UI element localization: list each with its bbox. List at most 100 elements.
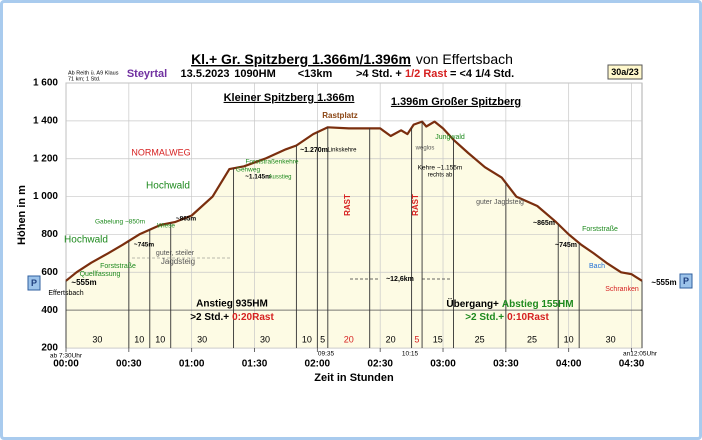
annotation: ~555m [651, 278, 676, 287]
annotation: Wiese [157, 223, 175, 230]
annotation: an12:05Uhr [623, 351, 658, 358]
segment-label: 20 [386, 334, 396, 344]
segment-label: 10 [564, 334, 574, 344]
annotation: guter, steiler [156, 250, 195, 257]
annotation-part: 0:10Rast [507, 312, 549, 323]
annotation: ~865m [176, 216, 197, 223]
annotation: Linkskehre [327, 148, 357, 154]
x-tick-label: 03:30 [493, 359, 519, 370]
parking-box [27, 275, 41, 291]
annotation: Jungwald [435, 134, 465, 141]
subtitle-part: = <4 1/4 Std. [450, 68, 514, 80]
annotation: Hochwald [64, 235, 108, 246]
annotation: >2 Std.+ 0:20Rast [190, 312, 274, 323]
annotation: RAST [343, 194, 352, 216]
annotation: Jagdsteig [161, 257, 195, 266]
x-tick-label: 02:30 [367, 359, 393, 370]
segment-label: 10 [155, 334, 165, 344]
parking-label: P [31, 278, 37, 288]
annotation: Effertsbach [48, 290, 83, 297]
annotation: Ab Reith ü. A9 Klaus [68, 70, 119, 76]
subtitle-part: 13.5.2023 [181, 68, 230, 80]
annotation: ~745m [555, 242, 577, 249]
annotation: 10:15 [402, 351, 419, 358]
parking-label: P [683, 276, 689, 286]
segment-label: 10 [302, 334, 312, 344]
annotation-part: Übergang+ [446, 297, 499, 310]
annotation: Anstieg 935HM [196, 299, 268, 310]
chart-title: Kl.+ Gr. Spitzberg 1.366m/1.396m [191, 51, 411, 67]
annotation: ~555m [71, 278, 96, 287]
y-tick-label: 800 [41, 229, 58, 240]
annotation: ~865m [533, 220, 555, 227]
annotation: 71 km; 1 Std. [68, 76, 101, 82]
annotation: ab 7:30Uhr [50, 353, 83, 360]
y-axis-label: Höhen in m [16, 185, 28, 245]
profile-line [65, 120, 643, 282]
annotation: Forststraßenkehre [245, 159, 298, 166]
subtitle-part: >4 Std. + [356, 68, 402, 80]
x-tick-label: 00:00 [53, 359, 79, 370]
annotation: Gehweg [236, 167, 261, 174]
subtitle-part: Steyrtal [127, 68, 167, 80]
annotation: ~12,6km [386, 276, 414, 283]
x-tick-label: 02:00 [305, 359, 331, 370]
annotation: weglos [415, 146, 435, 152]
x-tick-label: 03:00 [430, 359, 456, 370]
annotation-part: 0:20Rast [232, 312, 274, 323]
y-tick-label: 600 [41, 267, 58, 278]
x-tick-label: 04:30 [619, 359, 645, 370]
y-tick-label: 400 [41, 305, 58, 316]
x-tick-label: 00:30 [116, 359, 142, 370]
segment-label: 5 [320, 334, 325, 344]
annotation: Übergang+ Abstieg 155HM [446, 297, 573, 310]
annotation: NORMALWEG [131, 147, 190, 157]
annotation: Schranken [605, 286, 639, 293]
annotation: Kehre ~1.155m [418, 165, 463, 172]
annotation: Hochwald [146, 181, 190, 192]
segment-label: 30 [92, 334, 102, 344]
segment-label: 10 [134, 334, 144, 344]
parking-box [679, 273, 693, 289]
y-tick-label: 1 200 [33, 153, 58, 164]
annotation: ~745m [134, 242, 155, 249]
x-tick-label: 01:00 [179, 359, 205, 370]
annotation-part: >2 Std.+ [465, 312, 504, 323]
profile-area [66, 121, 642, 348]
annotation-part: Abstieg 155HM [502, 299, 574, 310]
chart: Kl.+ Gr. Spitzberg 1.366m/1.396m von Effe… [16, 51, 693, 384]
annotation: guter Jagdsteig [476, 199, 524, 206]
y-tick-label: 1 000 [33, 191, 58, 202]
annotation: ~1.270m [300, 147, 328, 154]
annotation: Rastplatz [322, 111, 358, 120]
subtitle-part: 1090HM [234, 68, 276, 80]
y-tick-label: 1 600 [33, 78, 58, 89]
segment-label: 15 [433, 334, 443, 344]
annotation: RAST [411, 194, 420, 216]
annotation: Ausstieg [268, 175, 291, 181]
subtitle-part: <13km [298, 68, 333, 80]
segment-label: 30 [606, 334, 616, 344]
annotation-part: >2 Std.+ [190, 312, 229, 323]
segment-label: 30 [260, 334, 270, 344]
segment-label: 5 [414, 334, 419, 344]
annotation: ~1.145m [245, 174, 271, 181]
badge-box [607, 64, 643, 80]
segment-label: 25 [527, 334, 537, 344]
y-tick-label: 200 [41, 343, 58, 354]
segment-label: 20 [344, 334, 354, 344]
badge: 30a/23 [611, 67, 639, 77]
segment-label: 25 [475, 334, 485, 344]
chart-title-line: Kl.+ Gr. Spitzberg 1.366m/1.396m von Effe… [191, 51, 513, 67]
y-tick-label: 1 400 [33, 115, 58, 126]
annotation: Gabelung ~850m [95, 219, 145, 226]
annotation: Bach [589, 263, 605, 270]
x-axis-label: Zeit in Stunden [314, 372, 394, 384]
annotation: 09:35 [318, 351, 335, 358]
subtitle-part: 1/2 Rast [405, 68, 448, 80]
annotation: Kleiner Spitzberg 1.366m [224, 92, 355, 104]
x-tick-label: 04:00 [556, 359, 582, 370]
x-tick-label: 01:30 [242, 359, 268, 370]
annotation: 1.396m Großer Spitzberg [391, 96, 521, 108]
